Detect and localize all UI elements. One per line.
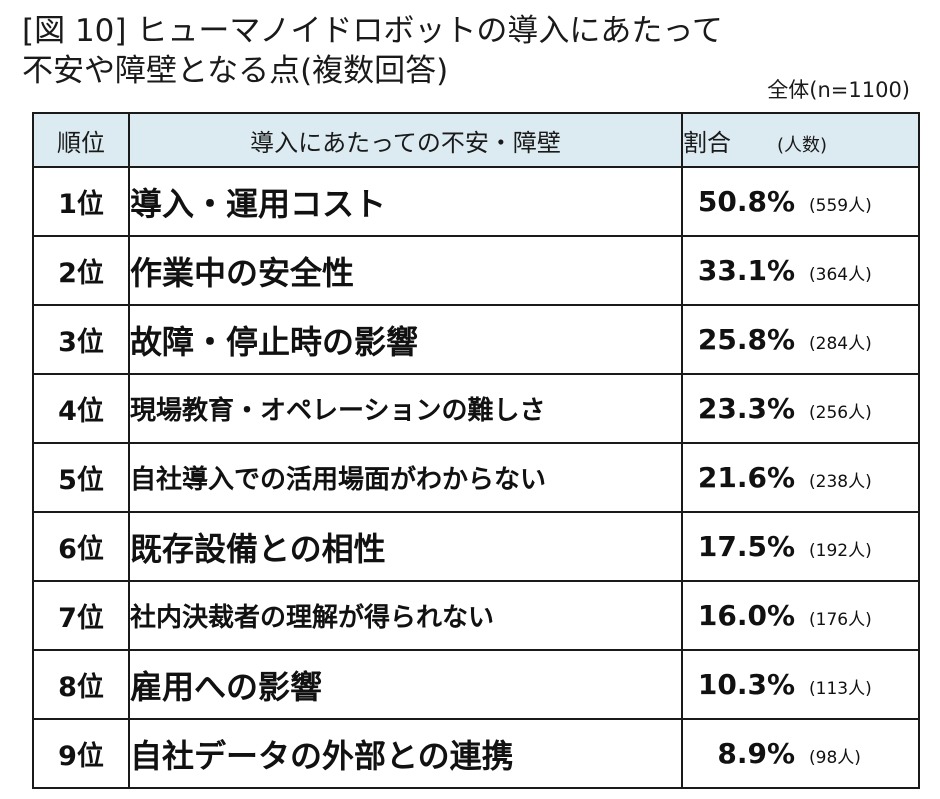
percentage-value: 16.0% [697, 599, 795, 632]
percentage-value: 17.5% [697, 530, 795, 563]
header-percentage: 割合 (人数) [681, 112, 920, 168]
table-row: 7位 社内決裁者の理解が得られない 16.0% (176人) [32, 580, 920, 651]
percentage-cell: 21.6% (238人) [681, 442, 920, 513]
respondent-count: (284人) [809, 334, 872, 354]
table-row: 5位 自社導入での活用場面がわからない 21.6% (238人) [32, 442, 920, 513]
percentage-value: 21.6% [697, 461, 795, 494]
table-row: 6位 既存設備との相性 17.5% (192人) [32, 511, 920, 582]
sample-size-note: 全体(n=1100) [767, 78, 910, 102]
percentage-cell: 25.8% (284人) [681, 304, 920, 375]
item-cell: 導入・運用コスト [128, 166, 683, 237]
header-rank: 順位 [32, 112, 130, 168]
rank-cell: 9位 [32, 718, 130, 789]
item-cell: 作業中の安全性 [128, 235, 683, 306]
rank-cell: 8位 [32, 649, 130, 720]
table-row: 3位 故障・停止時の影響 25.8% (284人) [32, 304, 920, 375]
figure-title-line2: 不安や障壁となる点(複数回答) [22, 53, 449, 89]
table-header-row: 順位 導入にあたっての不安・障壁 割合 (人数) [32, 112, 920, 168]
rank-cell: 2位 [32, 235, 130, 306]
header-count-label: (人数) [777, 134, 828, 156]
respondent-count: (364人) [809, 265, 872, 285]
percentage-cell: 8.9% (98人) [681, 718, 920, 789]
respondent-count: (238人) [809, 472, 872, 492]
figure-title-line1: [図 10] ヒューマノイドロボットの導入にあたって [22, 13, 723, 49]
percentage-value: 23.3% [697, 392, 795, 425]
item-cell: 既存設備との相性 [128, 511, 683, 582]
percentage-value: 33.1% [697, 254, 795, 287]
rank-cell: 4位 [32, 373, 130, 444]
percentage-cell: 50.8% (559人) [681, 166, 920, 237]
percentage-cell: 17.5% (192人) [681, 511, 920, 582]
percentage-value: 25.8% [697, 323, 795, 356]
table-row: 9位 自社データの外部との連携 8.9% (98人) [32, 718, 920, 789]
table-row: 4位 現場教育・オペレーションの難しさ 23.3% (256人) [32, 373, 920, 444]
item-cell: 社内決裁者の理解が得られない [128, 580, 683, 651]
respondent-count: (176人) [809, 610, 872, 630]
percentage-cell: 33.1% (364人) [681, 235, 920, 306]
header-item: 導入にあたっての不安・障壁 [128, 112, 683, 168]
rank-cell: 5位 [32, 442, 130, 513]
rank-cell: 7位 [32, 580, 130, 651]
ranking-table: 順位 導入にあたっての不安・障壁 割合 (人数) 1位 導入・運用コスト 50.8… [32, 112, 920, 789]
item-cell: 自社導入での活用場面がわからない [128, 442, 683, 513]
respondent-count: (113人) [809, 679, 872, 699]
percentage-cell: 10.3% (113人) [681, 649, 920, 720]
respondent-count: (256人) [809, 403, 872, 423]
respondent-count: (98人) [809, 748, 861, 768]
table-row: 1位 導入・運用コスト 50.8% (559人) [32, 166, 920, 237]
respondent-count: (192人) [809, 541, 872, 561]
percentage-value: 8.9% [717, 737, 795, 770]
respondent-count: (559人) [809, 196, 872, 216]
table-row: 2位 作業中の安全性 33.1% (364人) [32, 235, 920, 306]
rank-cell: 1位 [32, 166, 130, 237]
rank-cell: 6位 [32, 511, 130, 582]
rank-cell: 3位 [32, 304, 130, 375]
item-cell: 自社データの外部との連携 [128, 718, 683, 789]
item-cell: 雇用への影響 [128, 649, 683, 720]
percentage-cell: 16.0% (176人) [681, 580, 920, 651]
percentage-value: 10.3% [697, 668, 795, 701]
table-row: 8位 雇用への影響 10.3% (113人) [32, 649, 920, 720]
item-cell: 故障・停止時の影響 [128, 304, 683, 375]
percentage-value: 50.8% [697, 185, 795, 218]
item-cell: 現場教育・オペレーションの難しさ [128, 373, 683, 444]
header-percentage-label: 割合 [683, 128, 731, 157]
percentage-cell: 23.3% (256人) [681, 373, 920, 444]
